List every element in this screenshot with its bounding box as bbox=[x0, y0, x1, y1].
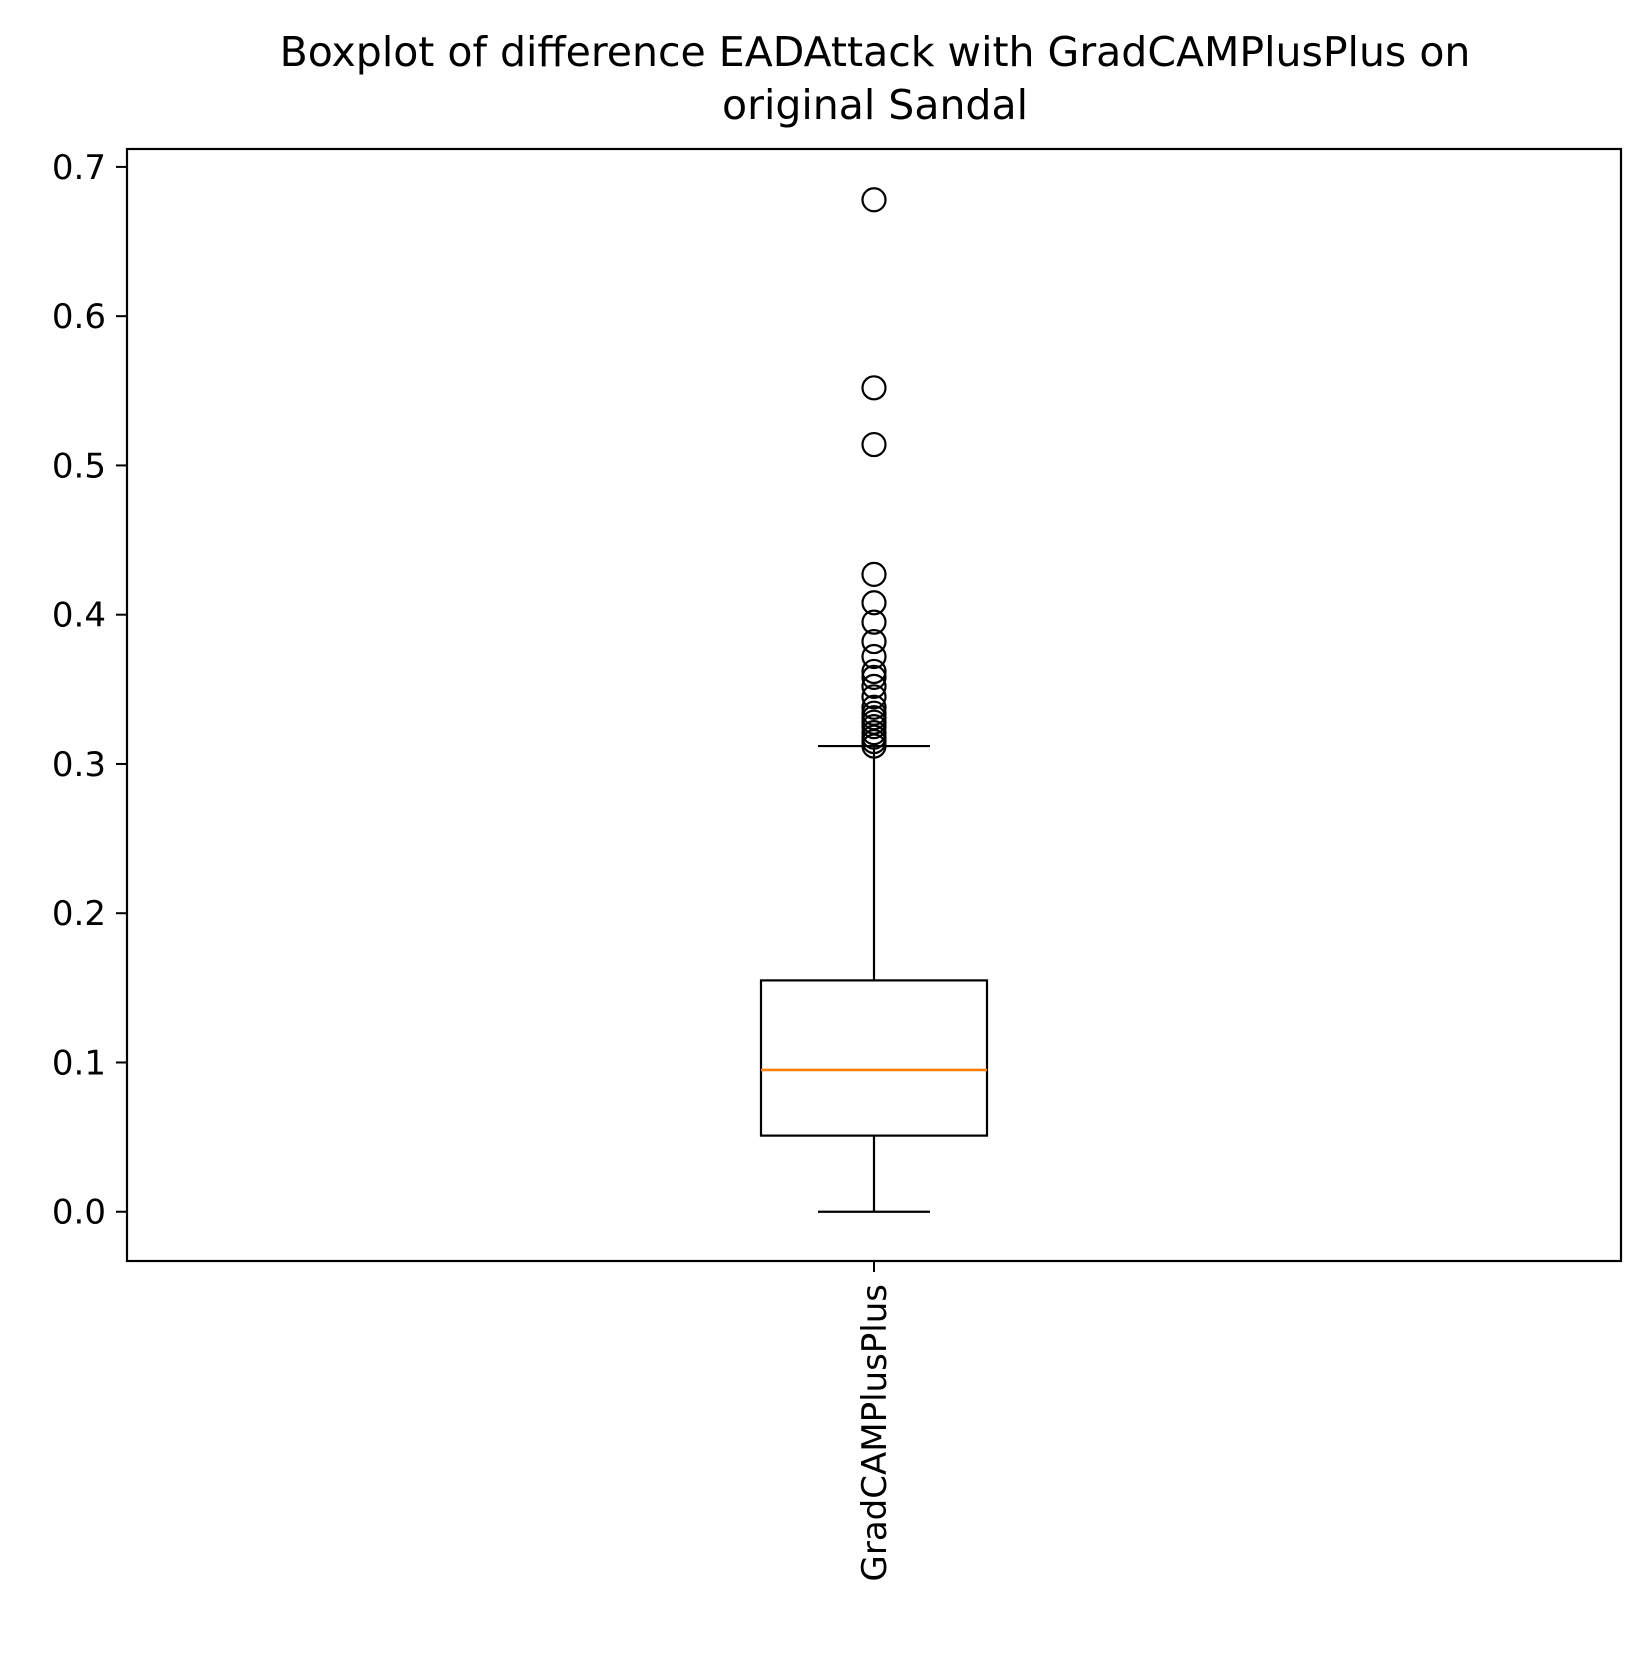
plot-area: 0.0 0.1 0.2 0.3 0.4 0.5 0.6 0.7 GradCAMPlusPlus bbox=[52, 148, 989, 1582]
outlier-point bbox=[861, 590, 887, 616]
y-tick-label: 0.5 bbox=[52, 446, 106, 486]
y-tick-label: 0.0 bbox=[52, 1193, 106, 1233]
y-tick-label: 0.6 bbox=[52, 297, 106, 337]
axes-frame bbox=[125, 147, 1623, 1263]
outlier-point bbox=[861, 673, 887, 699]
outlier-point bbox=[861, 375, 887, 401]
chart-title-line-1: Boxplot of difference EADAttack with Gra… bbox=[280, 28, 1471, 76]
outlier-point bbox=[861, 643, 887, 670]
y-tick-label: 0.1 bbox=[52, 1043, 106, 1083]
outlier-point bbox=[861, 664, 887, 690]
y-tick-label: 0.2 bbox=[52, 894, 106, 934]
outlier-point bbox=[861, 628, 887, 655]
iqr-box bbox=[759, 979, 989, 1137]
chart-title-line-2: original Sandal bbox=[722, 81, 1028, 129]
outlier-point bbox=[861, 431, 887, 458]
outlier-point bbox=[861, 700, 887, 726]
outlier-point bbox=[861, 658, 887, 685]
y-tick-label: 0.7 bbox=[52, 148, 106, 188]
outlier-point bbox=[861, 609, 887, 635]
x-tick-label: GradCAMPlusPlus bbox=[855, 1284, 895, 1582]
outlier-point bbox=[861, 187, 887, 213]
y-tick-label: 0.3 bbox=[52, 745, 106, 785]
outlier-point bbox=[861, 684, 887, 710]
outlier-point bbox=[861, 694, 887, 720]
outlier-point bbox=[861, 720, 887, 746]
outlier-point bbox=[861, 561, 887, 587]
y-tick-label: 0.4 bbox=[52, 596, 106, 636]
